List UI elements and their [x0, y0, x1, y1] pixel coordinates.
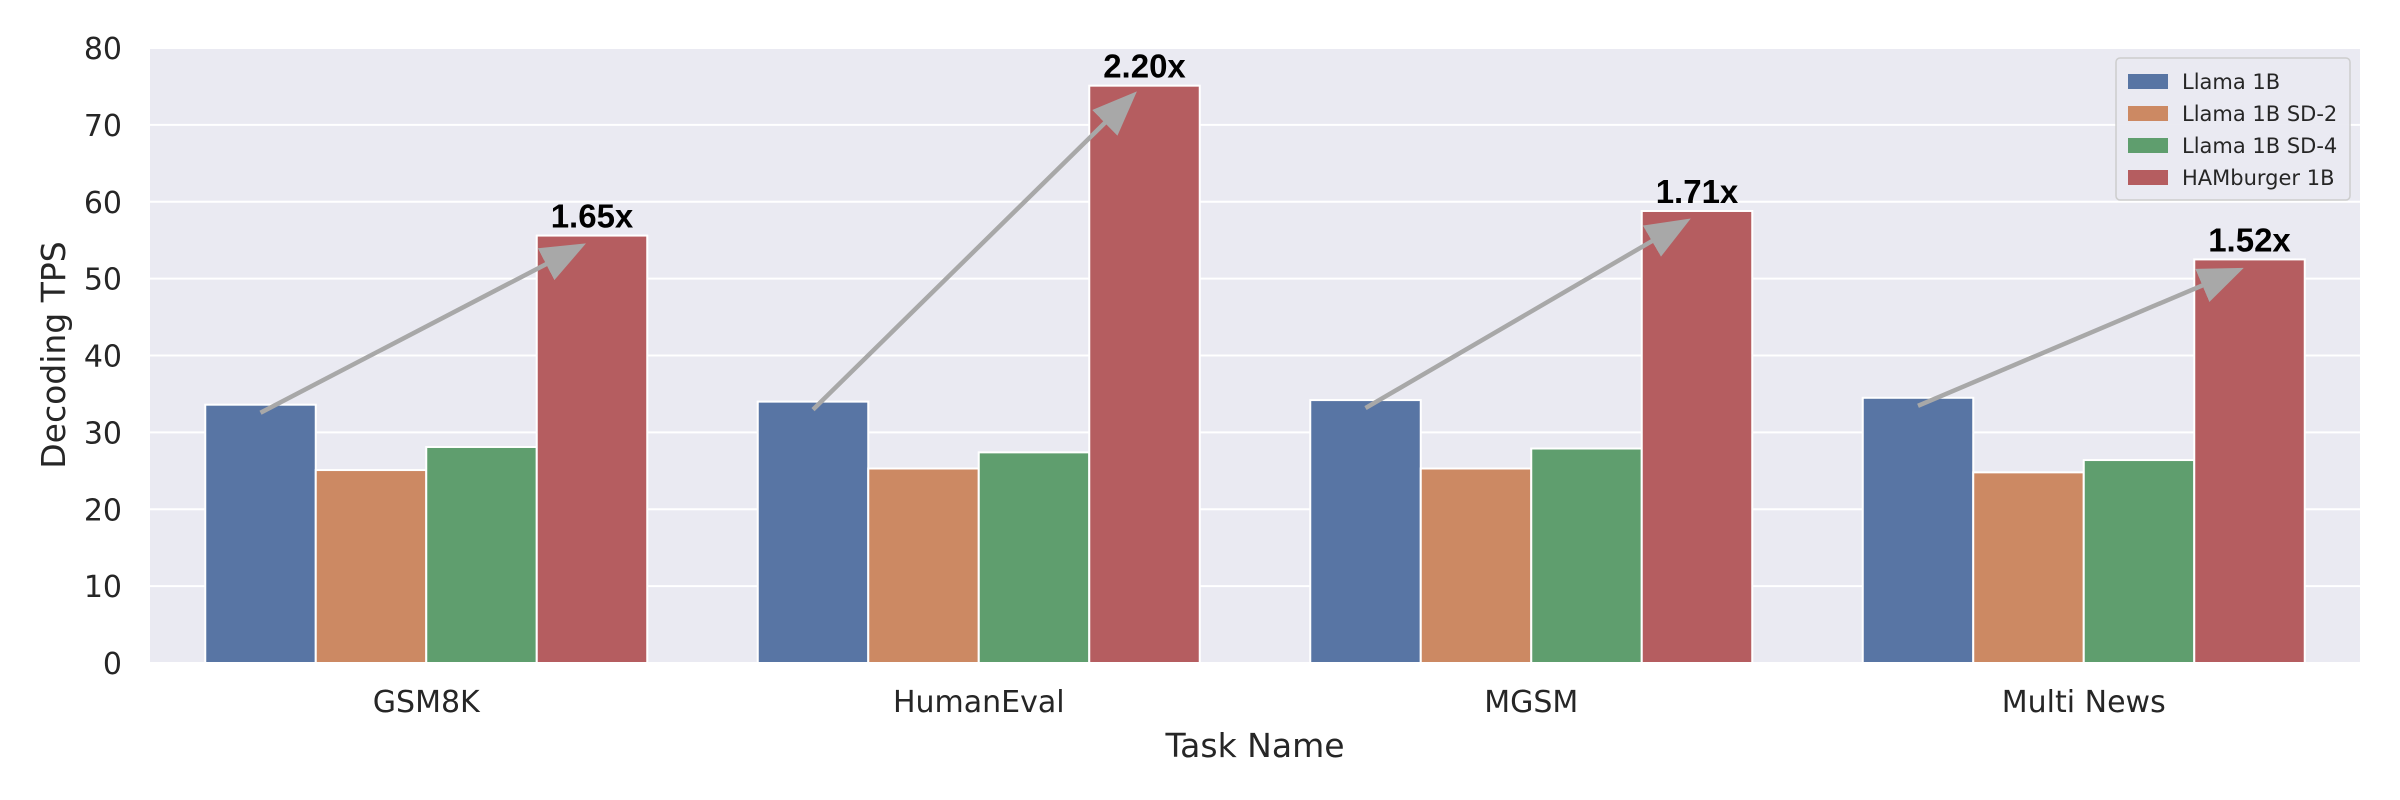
bar	[1088, 84, 1201, 664]
speedup-arrows: 1.65x 2.20x 1.71x 1.52x	[259, 48, 2291, 415]
x-axis-title: Task Name	[1164, 726, 1344, 765]
y-tick-label: 0	[103, 647, 122, 682]
legend-label: Llama 1B	[2182, 70, 2280, 94]
speedup-arrow	[811, 91, 1137, 412]
bar	[2082, 459, 2196, 664]
x-tick-label: HumanEval	[893, 685, 1065, 720]
y-tick-label: 30	[84, 416, 122, 451]
y-axis-ticks: 0 10 20 30 40 50 60 70 80	[84, 32, 122, 682]
legend-swatch	[2128, 170, 2168, 185]
bar	[1972, 471, 2085, 664]
bar	[2193, 258, 2306, 664]
bar	[425, 445, 538, 665]
bar	[1419, 467, 1533, 664]
bars	[204, 84, 2306, 665]
legend-swatch	[2128, 74, 2168, 89]
bar	[204, 403, 317, 664]
x-tick-label: GSM8K	[373, 685, 481, 720]
bar	[977, 451, 1091, 664]
bar	[756, 400, 870, 664]
y-tick-label: 60	[84, 186, 122, 221]
legend-box	[2115, 57, 2351, 201]
legend-swatch	[2128, 106, 2168, 121]
bar	[1861, 396, 1975, 664]
speedup-arrow	[1364, 218, 1691, 411]
bar	[1530, 447, 1643, 664]
speedup-label: 2.20x	[1103, 48, 1186, 85]
legend-label: Llama 1B SD-2	[2182, 102, 2337, 126]
speedup-arrow	[259, 243, 586, 415]
x-tick-label: Multi News	[2002, 685, 2166, 720]
bar	[1309, 399, 1422, 664]
x-tick-label: MGSM	[1484, 685, 1578, 720]
speedup-label: 1.71x	[1656, 173, 1739, 210]
legend-label: Llama 1B SD-4	[2182, 134, 2337, 158]
speedup-label: 1.65x	[551, 198, 634, 235]
legend-swatch	[2128, 138, 2168, 153]
y-tick-label: 10	[84, 570, 122, 605]
bar	[314, 469, 428, 665]
speedup-label: 1.52x	[2208, 221, 2291, 258]
y-tick-label: 50	[84, 263, 122, 298]
bar	[1640, 209, 1754, 664]
y-tick-label: 40	[84, 340, 122, 375]
y-axis-title: Decoding TPS	[34, 241, 73, 469]
y-tick-label: 80	[84, 32, 122, 67]
y-tick-label: 70	[84, 109, 122, 144]
speedup-arrow	[1917, 267, 2244, 408]
x-axis-ticks: GSM8K HumanEval MGSM Multi News	[373, 685, 2166, 720]
legend-label: HAMburger 1B	[2182, 166, 2335, 190]
y-tick-label: 20	[84, 493, 122, 528]
legend: Llama 1B Llama 1B SD-2 Llama 1B SD-4 HAMbur…	[2115, 57, 2351, 201]
bar	[535, 234, 649, 664]
bar	[867, 467, 980, 664]
